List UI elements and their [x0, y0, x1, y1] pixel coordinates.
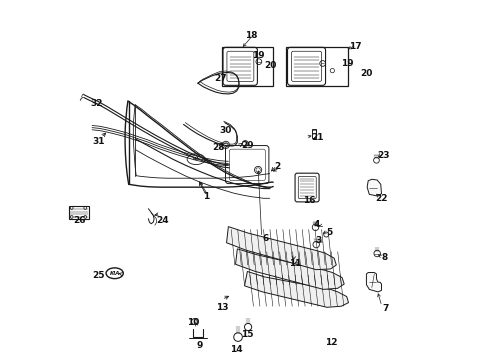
Polygon shape: [235, 249, 344, 289]
Text: 17: 17: [348, 42, 361, 51]
Ellipse shape: [106, 268, 123, 279]
Text: 2: 2: [274, 162, 280, 171]
Text: 12: 12: [325, 338, 337, 347]
Polygon shape: [226, 226, 336, 270]
Text: 7: 7: [381, 303, 387, 312]
Text: 25: 25: [92, 271, 104, 280]
Bar: [311, 129, 315, 138]
Bar: [285, 47, 348, 86]
Text: 26: 26: [73, 216, 85, 225]
Text: 20: 20: [264, 61, 276, 70]
Text: 21: 21: [311, 133, 323, 142]
Text: 3: 3: [315, 237, 321, 246]
Text: 14: 14: [230, 345, 243, 354]
Text: 19: 19: [251, 51, 264, 60]
Bar: [222, 47, 273, 86]
Text: 5: 5: [325, 228, 331, 237]
Text: 32: 32: [90, 99, 103, 108]
Text: 4: 4: [313, 220, 320, 229]
Text: 1: 1: [203, 192, 209, 201]
Text: 29: 29: [241, 141, 253, 150]
Text: 8: 8: [381, 253, 387, 262]
Text: 27: 27: [213, 75, 226, 84]
Polygon shape: [366, 179, 381, 196]
Text: 30: 30: [219, 126, 232, 135]
Text: 16: 16: [302, 196, 315, 205]
Text: 19: 19: [341, 59, 353, 68]
Text: 18: 18: [245, 31, 257, 40]
Text: 11: 11: [288, 259, 301, 268]
Text: 24: 24: [156, 216, 169, 225]
Bar: [69, 206, 88, 220]
Text: 15: 15: [241, 330, 253, 339]
Text: 31: 31: [92, 137, 104, 146]
Text: 9: 9: [196, 341, 203, 350]
Text: KIA: KIA: [109, 271, 120, 276]
Text: 22: 22: [374, 194, 387, 203]
Text: 10: 10: [187, 318, 200, 327]
Polygon shape: [366, 273, 381, 292]
Polygon shape: [244, 271, 348, 307]
Text: 23: 23: [377, 151, 389, 160]
Text: KIA: KIA: [192, 157, 199, 161]
Text: 13: 13: [215, 303, 228, 312]
Text: 28: 28: [212, 143, 224, 152]
Text: 20: 20: [360, 69, 372, 78]
Text: 6: 6: [262, 234, 268, 243]
